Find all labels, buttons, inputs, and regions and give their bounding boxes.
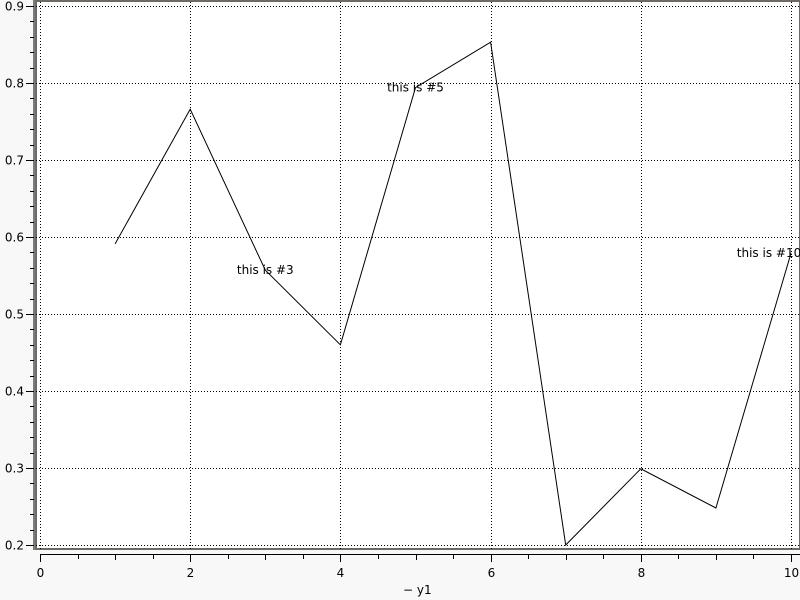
x-tick-label: 10 (784, 566, 799, 580)
x-tick-label: 2 (187, 566, 195, 580)
series-line-y1 (114, 41, 792, 547)
y-tick-label: 0.9 (5, 0, 24, 14)
x-tick-label: 0 (37, 566, 45, 580)
annotation-label: this is #5 (387, 81, 444, 95)
annotation-label: this is #3 (237, 263, 294, 277)
y-tick-label: 0.8 (5, 77, 24, 91)
y-tick-label: 0.5 (5, 308, 24, 322)
grid (36, 2, 800, 549)
y-tick-label: 0.6 (5, 231, 24, 245)
y-tick-label: 0.4 (5, 385, 24, 399)
y-tick-label: 0.7 (5, 154, 24, 168)
x-axis: 0 2 4 6 8 10 (37, 554, 800, 580)
x-tick-label: 8 (638, 566, 646, 580)
y-axis: 0.2 0.3 0.4 0.5 0.6 0.7 0.8 0.9 (5, 0, 35, 553)
annotations: this is #3 this is #5 this is #10 (237, 81, 800, 277)
x-tick-label: 4 (337, 566, 345, 580)
y-tick-label: 0.2 (5, 539, 24, 553)
y-tick-label: 0.3 (5, 462, 24, 476)
annotation-label: this is #10 (737, 246, 800, 260)
plot-area (35, 0, 800, 550)
legend-entry-y1: − y1 (403, 583, 432, 597)
x-tick-label: 6 (488, 566, 496, 580)
